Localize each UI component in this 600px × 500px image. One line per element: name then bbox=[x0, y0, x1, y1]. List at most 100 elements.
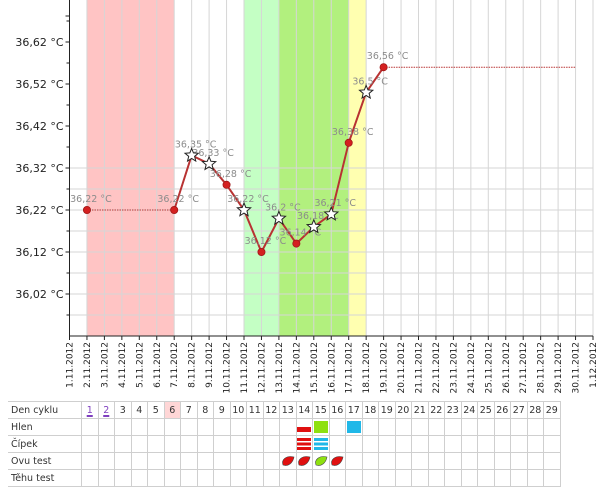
cycle-cell bbox=[279, 418, 297, 436]
data-point bbox=[170, 205, 179, 214]
cycle-cell bbox=[213, 418, 231, 436]
data-point bbox=[379, 63, 388, 72]
cycle-cell bbox=[81, 418, 99, 436]
day-number: 5 bbox=[147, 401, 165, 419]
x-tick-label: 7.11.2012 bbox=[170, 342, 180, 388]
day-number: 8 bbox=[196, 401, 214, 419]
data-label: 36,21 °C bbox=[314, 198, 356, 209]
x-tick-label: 14.11.2012 bbox=[292, 342, 302, 394]
x-tick-label: 6.11.2012 bbox=[153, 342, 163, 388]
x-tick-label: 26.11.2012 bbox=[502, 342, 512, 394]
cycle-cell bbox=[460, 469, 478, 487]
day-number: 26 bbox=[493, 401, 511, 419]
day-number: 12 bbox=[262, 401, 280, 419]
x-tick-label: 3.11.2012 bbox=[100, 342, 110, 388]
cycle-cell bbox=[130, 469, 148, 487]
data-label: 36,22 °C bbox=[157, 194, 199, 205]
cycle-cell bbox=[427, 418, 445, 436]
cycle-cell bbox=[460, 435, 478, 453]
y-tick-label: 36,42 °C bbox=[15, 120, 63, 133]
data-label: 36,5 °C bbox=[352, 76, 388, 87]
x-tick-label: 28.11.2012 bbox=[537, 342, 547, 394]
cycle-cell bbox=[394, 469, 412, 487]
cycle-cell bbox=[312, 469, 330, 487]
red-leaf-mark bbox=[328, 452, 346, 470]
cycle-cell bbox=[81, 452, 99, 470]
cycle-cell bbox=[246, 435, 264, 453]
star-marker bbox=[270, 210, 287, 226]
red-bar-mark bbox=[295, 418, 313, 436]
cycle-cell bbox=[543, 435, 561, 453]
cycle-cell bbox=[114, 469, 132, 487]
data-point bbox=[82, 205, 91, 214]
row-label: Den cyklu bbox=[8, 401, 82, 419]
cycle-cell bbox=[444, 469, 462, 487]
star-marker bbox=[236, 201, 252, 217]
x-tick-label: 2.11.2012 bbox=[83, 342, 93, 388]
y-tick-label: 36,52 °C bbox=[15, 78, 63, 91]
day-number: 14 bbox=[295, 401, 313, 419]
cycle-cell bbox=[361, 452, 379, 470]
y-tick-label: 36,22 °C bbox=[15, 204, 63, 217]
cycle-cell bbox=[345, 435, 363, 453]
cycle-cell bbox=[378, 452, 396, 470]
x-tick-label: 10.11.2012 bbox=[223, 342, 233, 394]
cycle-cell bbox=[510, 469, 528, 487]
cycle-cell bbox=[328, 435, 346, 453]
cycle-cell bbox=[213, 452, 231, 470]
cycle-cell bbox=[97, 418, 115, 436]
cycle-cell bbox=[328, 418, 346, 436]
data-label: 36,56 °C bbox=[367, 51, 409, 62]
cycle-cell bbox=[411, 418, 429, 436]
cycle-cell bbox=[180, 469, 198, 487]
data-label: 36,33 °C bbox=[192, 148, 234, 159]
x-tick-label: 16.11.2012 bbox=[327, 342, 337, 394]
data-label: 36,35 °C bbox=[175, 139, 217, 150]
x-tick-label: 12.11.2012 bbox=[257, 342, 267, 394]
data-point bbox=[344, 138, 353, 147]
cycle-cell bbox=[411, 452, 429, 470]
row-label: Těhu test bbox=[8, 469, 82, 487]
cycle-cell bbox=[229, 418, 247, 436]
day-number: 20 bbox=[394, 401, 412, 419]
y-tick-label: 36,32 °C bbox=[15, 162, 63, 175]
temperature-chart: 36,02 °C 36,12 °C 36,22 °C 36,32 °C 36,42 °C… bbox=[15, 0, 599, 394]
day-number: 7 bbox=[180, 401, 198, 419]
day-number: 9 bbox=[213, 401, 231, 419]
day-number: 24 bbox=[460, 401, 478, 419]
cycle-cell bbox=[510, 435, 528, 453]
cycle-cell bbox=[493, 418, 511, 436]
cycle-cell bbox=[196, 469, 214, 487]
cycle-cell bbox=[97, 435, 115, 453]
cycle-cell bbox=[427, 452, 445, 470]
cycle-cell bbox=[477, 435, 495, 453]
day-number: 27 bbox=[510, 401, 528, 419]
cycle-cell bbox=[147, 435, 165, 453]
cycle-cell bbox=[361, 435, 379, 453]
cycle-cell bbox=[279, 469, 297, 487]
cycle-cell bbox=[262, 452, 280, 470]
cycle-cell bbox=[378, 435, 396, 453]
cycle-cell bbox=[427, 435, 445, 453]
green-block-mark bbox=[312, 418, 330, 436]
y-axis-tick-labels: 36,02 °C 36,12 °C 36,22 °C 36,32 °C 36,42 °C… bbox=[15, 36, 63, 301]
cycle-cell bbox=[394, 435, 412, 453]
day-number: 11 bbox=[246, 401, 264, 419]
cycle-cell bbox=[81, 469, 99, 487]
cycle-cell bbox=[229, 452, 247, 470]
cycle-cell bbox=[147, 452, 165, 470]
day-number: 3 bbox=[114, 401, 132, 419]
x-tick-label: 13.11.2012 bbox=[275, 342, 285, 394]
row-hlen: Hlen bbox=[8, 418, 561, 436]
cycle-cell bbox=[361, 418, 379, 436]
data-label: 36,22 °C bbox=[70, 194, 112, 205]
data-label: 36,18 °C bbox=[297, 211, 339, 222]
day-number: 10 bbox=[229, 401, 247, 419]
cycle-cell bbox=[147, 469, 165, 487]
data-point bbox=[257, 247, 266, 256]
cycle-cell bbox=[460, 418, 478, 436]
cycle-cell bbox=[444, 435, 462, 453]
cycle-cell bbox=[411, 435, 429, 453]
row-cipek: Čípek bbox=[8, 435, 561, 453]
cycle-cell bbox=[460, 452, 478, 470]
